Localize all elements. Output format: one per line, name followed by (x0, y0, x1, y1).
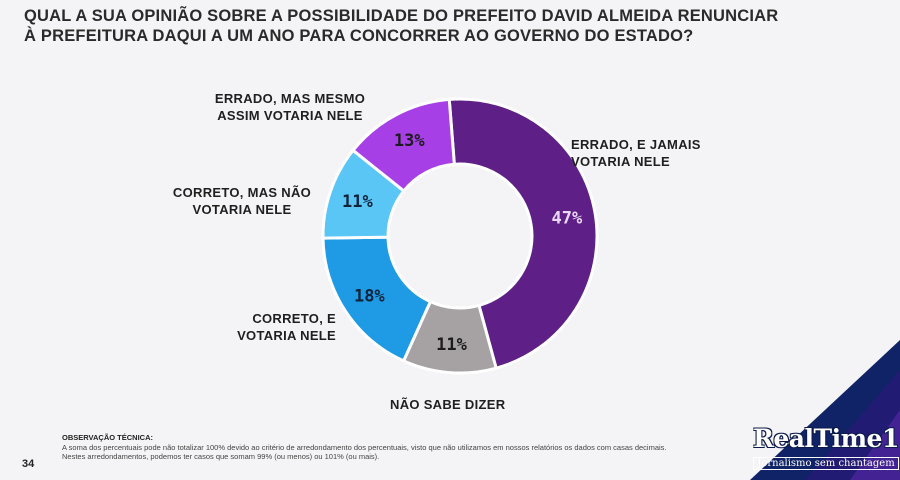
brand-tagline: Jornalismo sem chantagem (753, 457, 899, 470)
slice-percent-correto-votaria: 18% (354, 287, 385, 307)
slice-errado-votaria (350, 97, 456, 194)
slice-label-line: CORRETO, E (252, 311, 336, 326)
slice-label-line: VOTARIA NELE (237, 328, 336, 343)
brand-name: RealTime1 (753, 424, 899, 453)
title-line-2: À PREFEITURA DAQUI A UM ANO PARA CONCORR… (24, 27, 694, 45)
technical-note-heading: OBSERVAÇÃO TÉCNICA: (62, 433, 153, 442)
slice-label-errado-jamais: ERRADO, E JAMAIS VOTARIA NELE (571, 136, 701, 170)
title-line-1: QUAL A SUA OPINIÃO SOBRE A POSSIBILIDADE… (24, 7, 779, 25)
slice-label-line: VOTARIA NELE (571, 154, 670, 169)
corner-decoration (750, 340, 900, 480)
slice-percent-correto-nao-votaria: 11% (342, 192, 373, 212)
page-number: 34 (22, 458, 35, 470)
slice-label-line: ERRADO, MAS MESMO (214, 91, 366, 106)
slice-percent-errado-votaria: 13% (394, 131, 425, 151)
slice-label-correto-nao-votaria: CORRETO, MAS NÃO VOTARIA NELE (168, 184, 316, 218)
slice-label-line: ERRADO, E JAMAIS (571, 137, 701, 152)
technical-note-line: Nestes arredondamentos, podemos ter caso… (62, 452, 380, 461)
slice-label-line: CORRETO, MAS NÃO (172, 185, 312, 200)
slice-label-nao-sabe: NÃO SABE DIZER (390, 396, 505, 413)
slice-percent-errado-jamais: 47% (552, 208, 583, 228)
slice-label-line: NÃO SABE DIZER (390, 397, 506, 412)
slice-label-errado-votaria: ERRADO, MAS MESMO ASSIM VOTARIA NELE (202, 90, 378, 124)
slice-errado-jamais (447, 97, 599, 370)
slice-label-correto-votaria: CORRETO, E VOTARIA NELE (214, 310, 336, 344)
slice-label-line: ASSIM VOTARIA NELE (217, 108, 363, 123)
technical-note: OBSERVAÇÃO TÉCNICA: A soma dos percentua… (62, 433, 762, 462)
brand-logo: RealTime1 Jornalismo sem chantagem (752, 424, 900, 471)
slice-percent-nao-sabe: 11% (436, 335, 467, 355)
slice-label-line: VOTARIA NELE (192, 202, 292, 217)
chart-title: QUAL A SUA OPINIÃO SOBRE A POSSIBILIDADE… (24, 6, 784, 46)
technical-note-line: A soma dos percentuais pode não totaliza… (62, 442, 667, 452)
